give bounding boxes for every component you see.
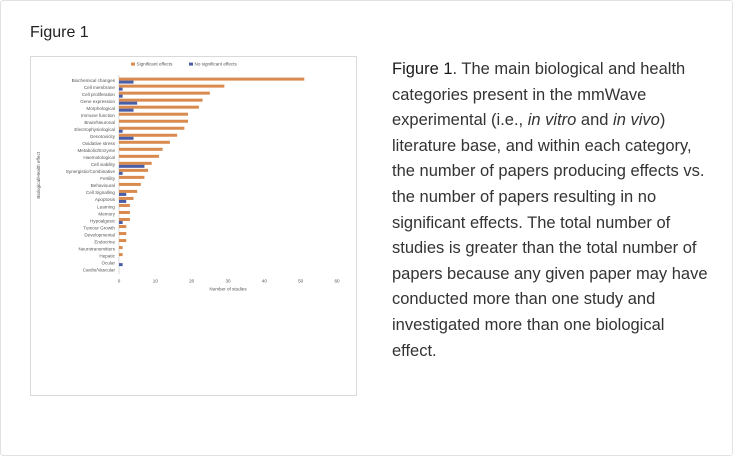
bar-no-significant-ocular [119,263,123,267]
bar-no-significant-cell-signalling [119,192,127,196]
bar-significant-synergistic-combinative [119,168,149,172]
bar-significant-hypoalgesic [119,218,130,221]
category-label-haemotological: Haemotological [83,155,115,160]
category-label-cell-signalling: Cell Signalling [86,190,116,195]
category-label-metabolic-enzyme: Metabolic/Enzyme [77,148,115,153]
category-label-hepatic: Hepatic [99,253,115,258]
legend-swatch-no-significant-effects [189,62,193,66]
bar-no-significant-synergistic-combinative [119,171,123,175]
category-label-synergistic-combinative: Synergistic/Combinative [66,169,116,174]
category-label-genotoxicity: Genotoxicity [90,134,116,139]
legend-label-no-significant-effects: No significant effects [195,62,238,67]
bar-significant-hepatic [119,253,123,257]
category-label-endocrine: Endocrine [94,239,115,244]
bar-significant-cell-viability [119,161,152,165]
caption-italic-in-vitro: in vitro [527,111,577,130]
bar-no-significant-cell-membrane [119,87,123,91]
x-tick-label-10: 10 [153,279,159,284]
bar-significant-apoptosis [119,196,134,200]
bar-significant-morphological [119,105,199,109]
caption-text-1: . The main biological and health categor… [392,60,686,130]
bar-significant-endocrine [119,239,127,243]
bar-significant-cell-signalling [119,189,138,193]
caption-italic-in-vivo: in vivo [613,111,660,130]
category-label-behavioural: Behavioural [91,183,115,188]
figure-caption: Figure 1. The main biological and health… [392,57,712,364]
bar-significant-brain-neuronal [119,119,189,123]
category-label-biochemical-changes: Biochemical changes [72,78,116,83]
bar-no-significant-electrophysiological [119,129,123,133]
category-label-fertility: Fertility [100,176,116,181]
caption-text-2: and [576,111,614,130]
y-axis-title: Biological/Health effect [36,151,41,198]
bar-no-significant-biochemical-changes [119,80,134,84]
bar-significant-metabolic-enzyme [119,147,163,151]
category-label-cell-membrane: Cell membrane [84,85,116,90]
bar-significant-immune-function [119,112,189,116]
bar-significant-learning [119,203,130,207]
legend-label-significant-effects: Significant effects [137,62,174,67]
x-tick-label-60: 60 [334,279,340,284]
category-label-ocular: Ocular [101,260,115,265]
category-label-immune-function: Immune function [81,113,115,118]
x-tick-label-50: 50 [298,279,304,284]
category-label-learning: Learning [97,204,115,209]
bar-no-significant-gene-expression [119,101,138,105]
bar-significant-biochemical-changes [119,77,305,81]
bar-significant-oxidative-stress [119,140,170,144]
category-label-apoptosis: Apoptosis [95,197,116,202]
bar-significant-tumour-growth [119,225,127,229]
bar-chart: Biochemical changes Cell membrane Cell pro… [36,62,340,292]
x-tick-label-0: 0 [118,279,121,284]
category-label-oxidative-stress: Oxidative stress [82,141,115,146]
category-label-memory: Memory [98,211,115,216]
category-label-cell-proliferation: Cell proliferation [82,92,116,97]
bar-significant-developmental [119,232,127,236]
bar-significant-cell-proliferation [119,91,210,95]
chart-panel: Biochemical changes Cell membrane Cell pro… [30,56,357,396]
x-tick-label-20: 20 [189,279,195,284]
bar-significant-haemotological [119,154,159,158]
bar-no-significant-morphological [119,108,134,112]
bar-significant-behavioural [119,182,141,186]
figure-label: Figure 1 [30,24,89,41]
category-label-cardio-vascular: Cardio/Vascular [83,267,116,272]
category-label-developmental: Developmental [84,232,115,237]
x-axis-title: Number of studies [209,287,247,292]
category-label-gene-expression: Gene expression [80,99,115,104]
bar-significant-electrophysiological [119,126,185,130]
category-label-hypoalgesic: Hypoalgesic [90,218,116,223]
bar-significant-memory [119,210,130,214]
category-label-electrophysiological: Electrophysiological [74,127,115,132]
bar-no-significant-apoptosis [119,199,127,203]
bar-significant-genotoxicity [119,133,178,137]
category-label-morphological: Morphological [86,106,115,111]
bar-no-significant-genotoxicity [119,136,134,140]
category-label-neurotransmitters: Neurotransmitters [78,246,115,251]
bar-significant-neurotransmitters [119,246,123,250]
bar-no-significant-cell-proliferation [119,94,123,98]
legend-swatch-significant-effects [131,62,135,66]
bar-significant-cell-membrane [119,84,225,88]
bar-significant-gene-expression [119,98,203,102]
caption-title: Figure 1 [392,60,453,78]
category-label-cell-viability: Cell viability [91,162,116,167]
category-label-tumour-growth: Tumour Growth [83,225,115,230]
x-tick-label-30: 30 [225,279,231,284]
bar-no-significant-cell-viability [119,164,145,168]
bar-significant-fertility [119,175,145,179]
category-label-brain-neuronal: Brain/Neuronal [84,120,115,125]
caption-text-3: ) literature base, and within each categ… [392,111,708,360]
x-tick-label-40: 40 [262,279,268,284]
bar-no-significant-hypoalgesic [119,221,123,224]
